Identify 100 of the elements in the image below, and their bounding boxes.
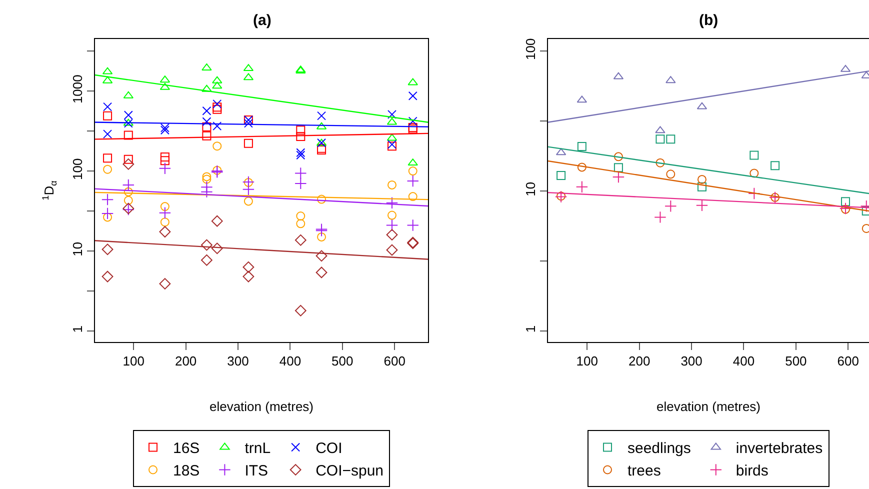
point (387, 110, 396, 119)
x-tick-label: 400 (279, 354, 302, 369)
x-tick-label: 500 (332, 354, 354, 369)
point (159, 226, 171, 238)
point (101, 207, 114, 220)
point (697, 182, 706, 192)
point (294, 167, 307, 180)
legend-label: seedlings (628, 440, 691, 458)
point (654, 211, 666, 224)
point (556, 171, 566, 180)
point (576, 180, 588, 194)
point (386, 229, 398, 240)
point (386, 244, 398, 256)
x-tick-label: 200 (628, 354, 650, 369)
point (316, 266, 328, 278)
point (839, 202, 852, 215)
point (697, 174, 706, 184)
point (317, 146, 326, 155)
point (317, 194, 326, 204)
point (242, 270, 254, 282)
point (408, 158, 418, 166)
point (122, 178, 134, 192)
point (160, 123, 170, 132)
point (244, 138, 253, 148)
point (408, 116, 418, 126)
point (202, 117, 212, 126)
point (614, 163, 623, 172)
point (212, 102, 222, 112)
legend-label: COI (316, 440, 342, 458)
point (296, 219, 306, 228)
point (102, 270, 114, 282)
x-tick-label: 400 (732, 354, 755, 369)
point (664, 200, 677, 212)
point (656, 134, 665, 144)
point (296, 148, 306, 158)
point (317, 111, 326, 120)
x-axis-title: elevation (metres) (656, 399, 761, 414)
point (750, 150, 759, 160)
point (103, 130, 112, 139)
point (122, 158, 134, 170)
point (124, 110, 133, 120)
point (294, 304, 306, 316)
point (244, 196, 253, 206)
point (202, 106, 212, 116)
point (158, 162, 172, 174)
point (750, 168, 759, 178)
point (212, 142, 222, 151)
y-tick-label: 1000 (70, 74, 85, 104)
point (201, 239, 212, 251)
y-tick-label: 10 (70, 242, 85, 256)
point (200, 186, 213, 198)
point (406, 174, 419, 188)
legend-label: 16S (173, 440, 200, 458)
point (212, 82, 222, 89)
x-tick-label: 200 (174, 354, 197, 369)
legend-label: trnL (244, 440, 271, 458)
point (841, 204, 850, 214)
point (296, 126, 306, 135)
point (296, 150, 306, 160)
point (160, 126, 170, 135)
y-tick-label: 100 (522, 38, 538, 60)
point (160, 202, 170, 212)
legend-label: trees (628, 462, 661, 480)
point (317, 144, 326, 153)
point (408, 192, 418, 202)
x-tick-label: 300 (680, 354, 702, 369)
point (408, 166, 418, 176)
point (656, 158, 665, 168)
point (159, 278, 171, 290)
point (387, 210, 396, 220)
point (103, 212, 112, 222)
x-tick-label: 300 (227, 354, 249, 369)
x-tick-label: 600 (384, 354, 406, 369)
point (244, 118, 253, 128)
point (408, 91, 418, 100)
point (406, 219, 419, 232)
point (202, 84, 212, 92)
point (103, 164, 112, 174)
point (296, 132, 306, 142)
point (296, 212, 306, 221)
point (655, 126, 666, 134)
x-tick-label: 600 (837, 354, 859, 369)
point (577, 162, 586, 172)
point (124, 154, 133, 164)
point (103, 102, 112, 112)
point (612, 170, 625, 184)
point (158, 206, 172, 219)
chart-title: (a) (253, 12, 272, 29)
point (102, 244, 114, 256)
point (614, 152, 623, 162)
point (212, 166, 222, 175)
point (696, 199, 708, 212)
point (211, 215, 223, 227)
point (294, 234, 306, 246)
point (212, 104, 222, 114)
point (160, 152, 170, 162)
point (242, 261, 254, 273)
point (202, 174, 212, 184)
point (577, 142, 586, 152)
point (212, 99, 222, 108)
